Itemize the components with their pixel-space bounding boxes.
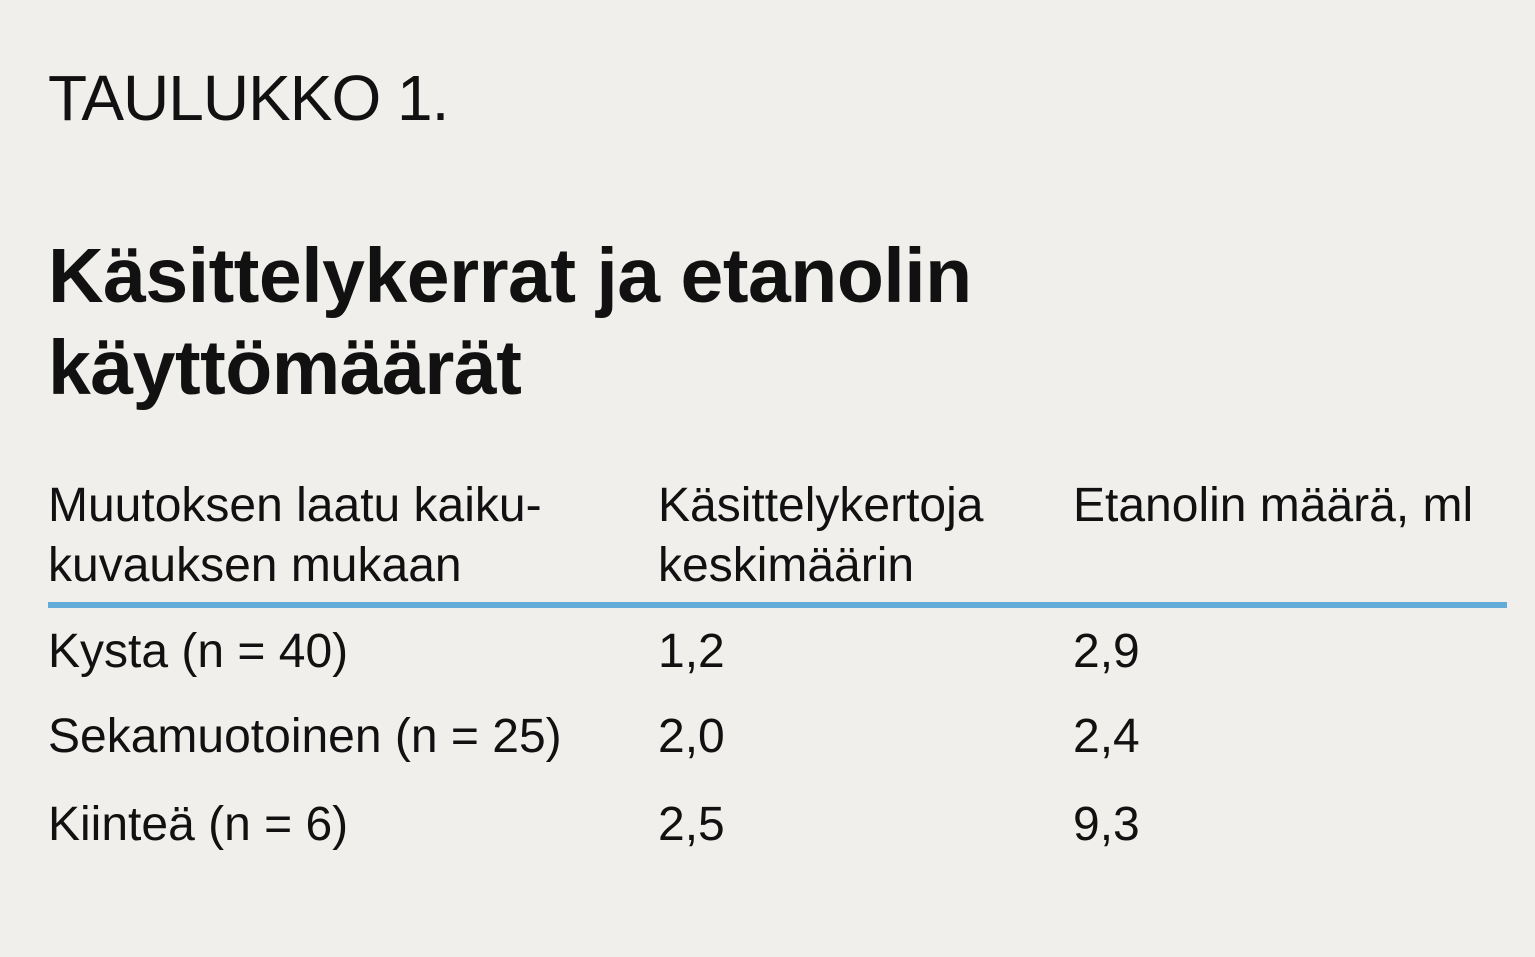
table-cell-ethanol-amount: 2,9 [1073,625,1140,678]
table-cell-ethanol-amount: 2,4 [1073,710,1140,763]
table-cell-ethanol-amount: 9,3 [1073,798,1140,851]
column-header-treatment-count-line-2: keskimäärin [658,539,915,592]
table-cell-change-type: Sekamuotoinen (n = 25) [48,710,562,763]
table-title-line-2: käyttömäärät [48,325,522,411]
table-title: Käsittelykerrat ja etanolin käyttömäärät [48,230,1168,414]
column-header-change-type-line-2: kuvauksen mukaan [48,539,462,592]
table-header-row: Muutoksen laatu kaiku- kuvauksen mukaan … [48,476,1507,608]
table-title-line-1: Käsittelykerrat ja etanolin [48,233,972,319]
column-header-treatment-count: Käsittelykertoja keskimäärin [658,476,1073,608]
table-cell-treatment-count: 1,2 [658,625,725,678]
table-cell-treatment-count: 2,0 [658,710,725,763]
data-table: Muutoksen laatu kaiku- kuvauksen mukaan … [48,476,1507,869]
table-cell-treatment-count: 2,5 [658,798,725,851]
table-row: Sekamuotoinen (n = 25) 2,0 2,4 [48,693,1507,781]
table-cell-change-type: Kysta (n = 40) [48,625,349,678]
column-header-ethanol-amount-line-1: Etanolin määrä, ml [1073,479,1474,532]
table-label: TAULUKKO 1. [48,62,449,134]
column-header-ethanol-amount: Etanolin määrä, ml [1073,476,1507,608]
column-header-treatment-count-line-1: Käsittelykertoja [658,479,984,532]
table-row: Kiinteä (n = 6) 2,5 9,3 [48,781,1507,869]
column-header-change-type-line-1: Muutoksen laatu kaiku- [48,479,542,532]
table-cell-change-type: Kiinteä (n = 6) [48,798,349,851]
table-row: Kysta (n = 40) 1,2 2,9 [48,605,1507,693]
column-header-change-type: Muutoksen laatu kaiku- kuvauksen mukaan [48,476,658,608]
